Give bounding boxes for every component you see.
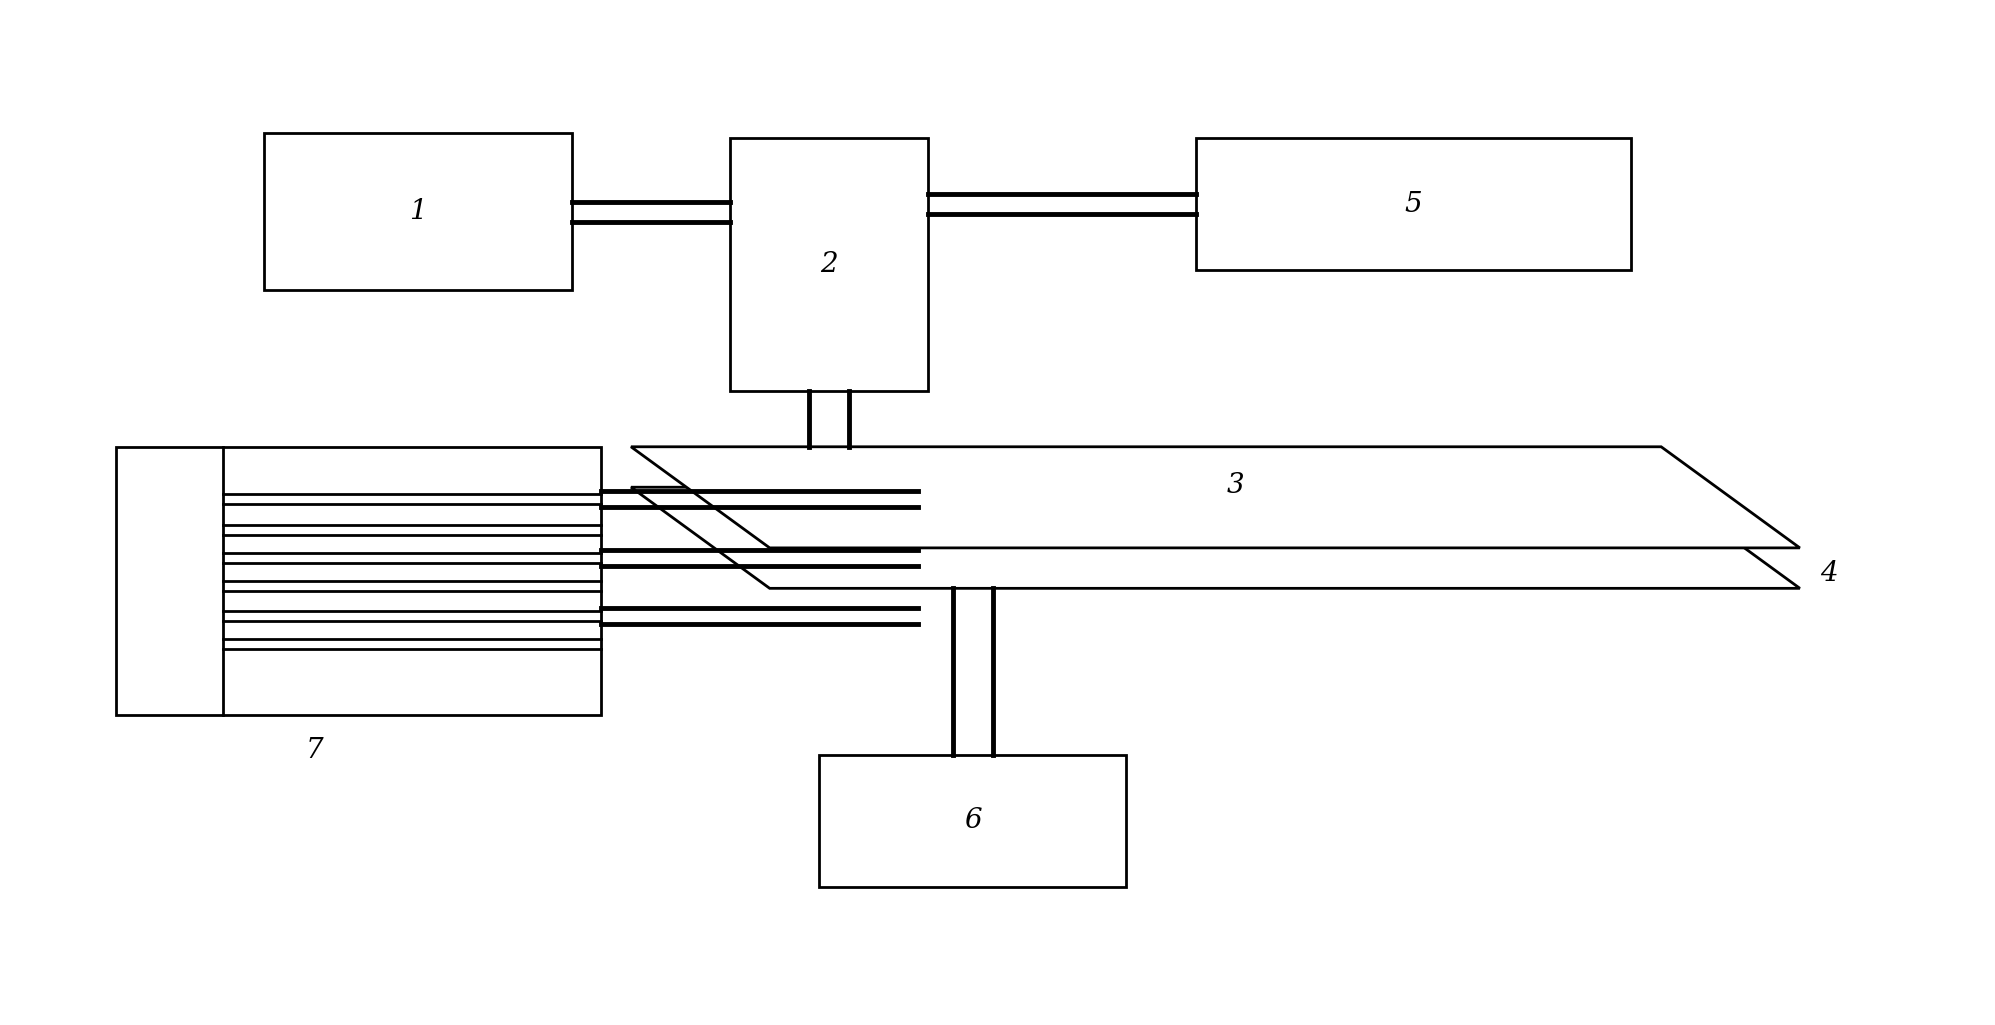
Text: 2: 2 bbox=[820, 251, 838, 278]
Text: 1: 1 bbox=[409, 198, 427, 226]
Polygon shape bbox=[630, 487, 1799, 588]
FancyBboxPatch shape bbox=[265, 133, 571, 290]
Text: 3: 3 bbox=[1227, 472, 1245, 499]
Text: 7: 7 bbox=[305, 737, 323, 764]
Text: 6: 6 bbox=[964, 808, 982, 834]
Text: 5: 5 bbox=[1404, 191, 1422, 217]
Polygon shape bbox=[630, 447, 1799, 548]
FancyBboxPatch shape bbox=[116, 447, 600, 714]
FancyBboxPatch shape bbox=[820, 755, 1127, 887]
FancyBboxPatch shape bbox=[730, 138, 928, 392]
Text: 4: 4 bbox=[1819, 560, 1837, 586]
FancyBboxPatch shape bbox=[1195, 138, 1632, 270]
